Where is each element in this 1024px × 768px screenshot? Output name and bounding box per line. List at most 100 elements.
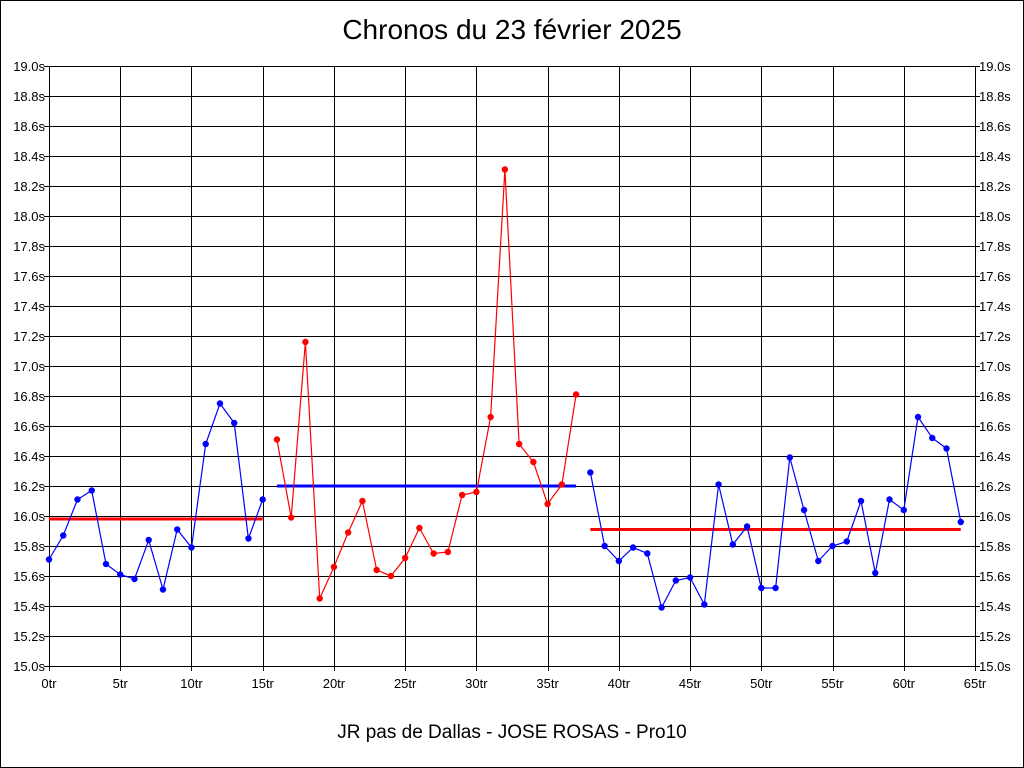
x-tick-label: 10tr xyxy=(180,676,203,691)
y-tick-label-left: 17.0s xyxy=(13,359,45,374)
data-point xyxy=(729,541,737,548)
y-tick-label-left: 17.4s xyxy=(13,299,45,314)
data-point xyxy=(644,550,651,557)
y-tick-label-right: 16.2s xyxy=(979,479,1011,494)
data-point xyxy=(302,338,309,346)
x-tick-label: 65tr xyxy=(964,676,987,691)
x-tick-label: 15tr xyxy=(251,676,274,691)
data-point xyxy=(216,400,224,407)
data-point xyxy=(287,514,295,521)
data-point xyxy=(159,586,167,593)
chart-title: Chronos du 23 février 2025 xyxy=(342,14,682,45)
data-point xyxy=(872,569,879,577)
data-point xyxy=(401,554,409,562)
x-tick-label: 55tr xyxy=(821,676,844,691)
data-point xyxy=(387,572,395,580)
y-tick-label-left: 17.8s xyxy=(13,239,45,254)
data-point xyxy=(74,496,81,503)
y-tick-label-right: 16.6s xyxy=(979,419,1011,434)
y-tick-label-left: 15.6s xyxy=(13,569,45,584)
data-point xyxy=(786,454,793,461)
y-tick-label-right: 16.0s xyxy=(979,509,1011,524)
data-point xyxy=(886,496,893,503)
data-point xyxy=(102,560,110,568)
data-point xyxy=(587,469,594,476)
data-point xyxy=(900,506,907,514)
x-tick-label: 50tr xyxy=(750,676,773,691)
data-point xyxy=(686,574,694,581)
chart-subtitle: JR pas de Dallas - JOSE ROSAS - Pro10 xyxy=(337,722,687,743)
data-point xyxy=(658,604,665,611)
data-point xyxy=(829,542,836,550)
data-point xyxy=(772,584,779,592)
y-tick-label-right: 16.8s xyxy=(979,389,1011,404)
series xyxy=(45,166,964,611)
data-point xyxy=(131,575,138,583)
y-tick-label-right: 17.0s xyxy=(979,359,1011,374)
x-tick-label: 0tr xyxy=(41,676,57,691)
y-tick-label-left: 16.6s xyxy=(13,419,45,434)
x-tick-label: 40tr xyxy=(608,676,631,691)
grid xyxy=(44,66,980,671)
y-tick-label-right: 15.4s xyxy=(979,599,1011,614)
data-point xyxy=(416,524,423,532)
data-point xyxy=(316,595,323,602)
data-point xyxy=(188,544,195,551)
y-tick-label-right: 17.8s xyxy=(979,239,1011,254)
y-tick-label-left: 16.2s xyxy=(13,479,45,494)
data-point xyxy=(473,488,480,496)
y-tick-label-left: 18.2s xyxy=(13,179,45,194)
y-tick-label-right: 15.0s xyxy=(979,659,1011,674)
x-tick-label: 5tr xyxy=(113,676,129,691)
data-point xyxy=(373,566,380,574)
data-point xyxy=(231,419,238,427)
x-tick-label: 20tr xyxy=(323,676,346,691)
y-tick-label-right: 16.4s xyxy=(979,449,1011,464)
x-tick-label: 45tr xyxy=(679,676,702,691)
data-point xyxy=(572,391,580,398)
data-point xyxy=(444,548,452,556)
data-point xyxy=(715,481,722,488)
data-point xyxy=(743,523,751,530)
y-tick-label-left: 15.2s xyxy=(13,629,45,644)
data-point xyxy=(558,481,566,488)
y-tick-label-right: 17.2s xyxy=(979,329,1011,344)
tick-labels: 0tr 5tr 10tr 15tr 20tr 25tr 30tr 35tr 40tr 45tr 50… xyxy=(13,59,1011,691)
data-point xyxy=(344,529,352,536)
y-tick-label-right: 15.6s xyxy=(979,569,1011,584)
y-tick-label-left: 15.0s xyxy=(13,659,45,674)
data-point xyxy=(800,506,808,514)
data-point xyxy=(487,413,494,421)
y-tick-label-right: 18.2s xyxy=(979,179,1011,194)
y-tick-label-left: 17.2s xyxy=(13,329,45,344)
data-point xyxy=(758,584,765,592)
data-point xyxy=(843,538,850,545)
y-tick-label-left: 18.4s xyxy=(13,149,45,164)
series-line xyxy=(276,169,577,599)
series-line xyxy=(48,402,264,592)
data-point xyxy=(145,536,152,544)
data-point xyxy=(259,496,266,503)
y-tick-label-left: 16.8s xyxy=(13,389,45,404)
data-point xyxy=(672,577,680,584)
average-lines xyxy=(49,484,961,531)
data-point xyxy=(501,166,509,173)
data-point xyxy=(330,563,338,571)
data-point xyxy=(117,571,124,578)
x-tick-label: 35tr xyxy=(536,676,559,691)
y-tick-label-right: 18.6s xyxy=(979,119,1011,134)
y-tick-label-left: 18.6s xyxy=(13,119,45,134)
data-point xyxy=(957,518,964,526)
data-point xyxy=(701,601,708,608)
y-tick-label-right: 15.8s xyxy=(979,539,1011,554)
y-tick-label-left: 16.4s xyxy=(13,449,45,464)
data-point xyxy=(202,440,209,448)
y-tick-label-left: 19.0s xyxy=(13,59,45,74)
y-tick-label-right: 18.4s xyxy=(979,149,1011,164)
data-point xyxy=(273,436,281,443)
data-point xyxy=(430,550,437,557)
data-point xyxy=(515,440,523,448)
y-tick-label-left: 18.0s xyxy=(13,209,45,224)
